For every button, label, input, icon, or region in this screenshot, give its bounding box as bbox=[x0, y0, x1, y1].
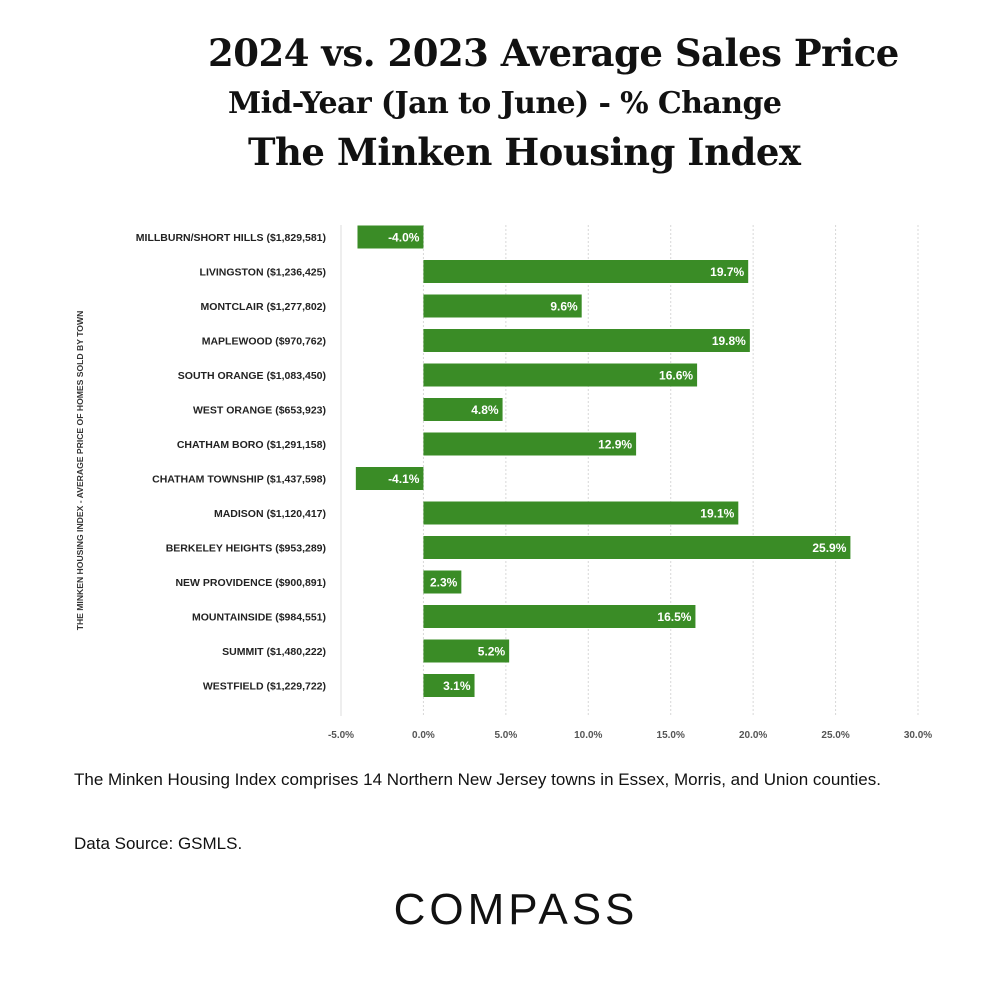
category-label-3: MAPLEWOOD ($970,762) bbox=[202, 336, 326, 348]
y-axis-title: THE MINKEN HOUSING INDEX - AVERAGE PRICE… bbox=[75, 311, 85, 631]
bar-13 bbox=[423, 674, 475, 697]
bar-4 bbox=[423, 363, 698, 387]
value-label-13: 3.1% bbox=[443, 679, 471, 693]
bar-3 bbox=[423, 329, 750, 352]
category-label-7: CHATHAM TOWNSHIP ($1,437,598) bbox=[152, 474, 326, 486]
bar-6 bbox=[423, 432, 637, 456]
x-tick-label-0: -5.0% bbox=[328, 730, 354, 740]
category-label-6: CHATHAM BORO ($1,291,158) bbox=[177, 439, 326, 451]
category-label-10: NEW PROVIDENCE ($900,891) bbox=[175, 577, 326, 589]
x-tick-label-6: 25.0% bbox=[821, 730, 849, 740]
value-label-0: -4.0% bbox=[388, 231, 420, 245]
value-label-4: 16.6% bbox=[659, 369, 693, 383]
x-tick-label-1: 0.0% bbox=[412, 730, 435, 740]
value-label-12: 5.2% bbox=[478, 645, 506, 659]
compass-logo: COMPASS bbox=[394, 885, 639, 932]
category-label-13: WESTFIELD ($1,229,722) bbox=[203, 681, 326, 693]
bar-10 bbox=[423, 570, 462, 594]
data-source: Data Source: GSMLS. bbox=[74, 834, 243, 853]
value-label-6: 12.9% bbox=[598, 438, 632, 452]
x-tick-label-3: 10.0% bbox=[574, 730, 602, 740]
x-tick-label-2: 5.0% bbox=[494, 730, 517, 740]
bar-7 bbox=[355, 467, 424, 490]
value-label-2: 9.6% bbox=[550, 300, 578, 314]
bar-0 bbox=[357, 225, 424, 249]
chart-subtitle: Mid-Year (Jan to June) - % Change bbox=[228, 86, 782, 121]
bar-8 bbox=[423, 501, 739, 525]
value-label-8: 19.1% bbox=[700, 507, 734, 521]
x-tick-label-7: 30.0% bbox=[904, 730, 932, 740]
value-label-7: -4.1% bbox=[388, 472, 420, 486]
value-label-11: 16.5% bbox=[657, 610, 691, 624]
chart-title: 2024 vs. 2023 Average Sales Price bbox=[208, 31, 899, 75]
value-label-10: 2.3% bbox=[430, 576, 458, 590]
x-tick-label-4: 15.0% bbox=[657, 730, 685, 740]
x-tick-label-5: 20.0% bbox=[739, 730, 767, 740]
bar-9 bbox=[423, 536, 851, 559]
category-label-2: MONTCLAIR ($1,277,802) bbox=[201, 301, 326, 313]
category-label-9: BERKELEY HEIGHTS ($953,289) bbox=[166, 543, 326, 555]
bar-11 bbox=[423, 605, 696, 628]
category-label-8: MADISON ($1,120,417) bbox=[214, 508, 326, 520]
category-label-5: WEST ORANGE ($653,923) bbox=[193, 405, 326, 417]
value-label-3: 19.8% bbox=[712, 334, 746, 348]
index-name: The Minken Housing Index bbox=[248, 130, 801, 174]
category-label-12: SUMMIT ($1,480,222) bbox=[222, 646, 326, 658]
footnote: The Minken Housing Index comprises 14 No… bbox=[74, 770, 881, 789]
bar-5 bbox=[423, 398, 503, 421]
value-label-5: 4.8% bbox=[471, 403, 499, 417]
chart-header: 2024 vs. 2023 Average Sales Price Mid-Ye… bbox=[0, 0, 1000, 200]
category-label-4: SOUTH ORANGE ($1,083,450) bbox=[178, 370, 326, 382]
value-label-9: 25.9% bbox=[812, 541, 846, 555]
bar-12 bbox=[423, 639, 510, 663]
bar-2 bbox=[423, 294, 582, 318]
category-label-11: MOUNTAINSIDE ($984,551) bbox=[192, 612, 326, 624]
bar-1 bbox=[423, 260, 749, 283]
category-label-1: LIVINGSTON ($1,236,425) bbox=[200, 267, 326, 279]
bar-chart: MILLBURN/SHORT HILLS ($1,829,581) -4.0% LI… bbox=[75, 225, 932, 740]
category-label-0: MILLBURN/SHORT HILLS ($1,829,581) bbox=[136, 232, 326, 244]
value-label-1: 19.7% bbox=[710, 265, 744, 279]
compass-logo-text: COMPASS bbox=[394, 885, 639, 932]
